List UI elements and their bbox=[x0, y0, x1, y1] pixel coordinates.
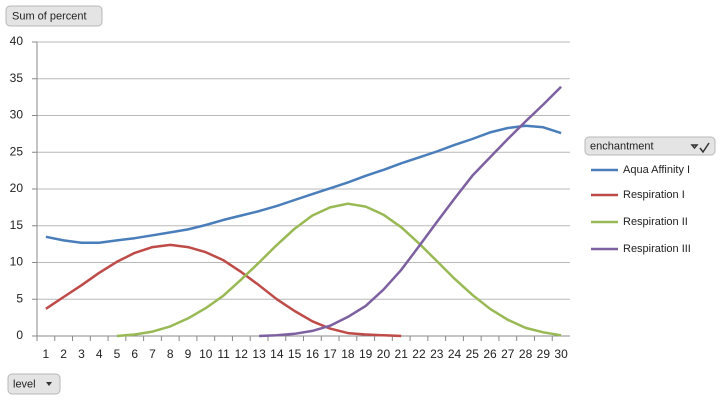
dropdown-arrow bbox=[46, 382, 52, 386]
y-tick-label: 5 bbox=[16, 291, 23, 305]
value-field-button[interactable] bbox=[5, 5, 103, 27]
series-line bbox=[45, 243, 402, 338]
x-tick-label: 8 bbox=[167, 347, 174, 361]
x-tick-label: 13 bbox=[252, 347, 266, 361]
filter-icon bbox=[690, 142, 710, 154]
y-tick-label: 0 bbox=[16, 328, 23, 342]
x-tick-label: 7 bbox=[149, 347, 156, 361]
x-tick-label: 4 bbox=[96, 347, 103, 361]
axis-field-label: level bbox=[13, 378, 36, 390]
axis-field-button[interactable] bbox=[7, 373, 61, 395]
x-tick-label: 16 bbox=[306, 347, 320, 361]
x-tick-label: 29 bbox=[537, 347, 551, 361]
x-tick-label: 6 bbox=[131, 347, 138, 361]
x-tick-label: 28 bbox=[519, 347, 533, 361]
x-tick-label: 27 bbox=[501, 347, 515, 361]
legend-label: Respiration I bbox=[623, 189, 685, 201]
x-tick-label: 3 bbox=[78, 347, 85, 361]
series-line bbox=[45, 124, 562, 244]
y-tick-label: 15 bbox=[10, 218, 24, 232]
x-tick-label: 5 bbox=[114, 347, 121, 361]
x-tick-label: 9 bbox=[185, 347, 192, 361]
y-tick-label: 25 bbox=[10, 144, 24, 158]
x-tick-label: 19 bbox=[359, 347, 373, 361]
legend-label: Respiration II bbox=[623, 216, 688, 228]
x-tick-label: 25 bbox=[466, 347, 480, 361]
x-tick-label: 24 bbox=[448, 347, 462, 361]
legend-field-label: enchantment bbox=[590, 140, 654, 152]
series-line bbox=[116, 202, 562, 338]
y-tick-label: 20 bbox=[10, 181, 24, 195]
x-tick-label: 17 bbox=[323, 347, 337, 361]
x-tick-label: 1 bbox=[43, 347, 50, 361]
y-tick-label: 30 bbox=[10, 108, 24, 122]
value-field-label: Sum of percent bbox=[12, 10, 87, 22]
y-tick-label: 35 bbox=[10, 71, 24, 85]
x-tick-label: 20 bbox=[377, 347, 391, 361]
y-tick-label: 40 bbox=[10, 34, 24, 48]
x-tick-label: 15 bbox=[288, 347, 302, 361]
x-tick-label: 10 bbox=[199, 347, 213, 361]
x-tick-label: 22 bbox=[412, 347, 426, 361]
legend-label: Respiration III bbox=[623, 243, 691, 255]
series-line bbox=[259, 85, 562, 338]
y-tick-label: 10 bbox=[10, 255, 24, 269]
x-tick-label: 23 bbox=[430, 347, 444, 361]
x-tick-label: 30 bbox=[554, 347, 568, 361]
x-tick-label: 12 bbox=[235, 347, 249, 361]
x-tick-label: 21 bbox=[395, 347, 409, 361]
x-tick-label: 18 bbox=[341, 347, 355, 361]
legend-field-button[interactable] bbox=[584, 136, 716, 156]
x-tick-label: 11 bbox=[217, 347, 230, 361]
legend-label: Aqua Affinity I bbox=[623, 164, 690, 176]
x-tick-label: 26 bbox=[483, 347, 497, 361]
x-tick-label: 2 bbox=[60, 347, 67, 361]
x-tick-label: 14 bbox=[270, 347, 284, 361]
